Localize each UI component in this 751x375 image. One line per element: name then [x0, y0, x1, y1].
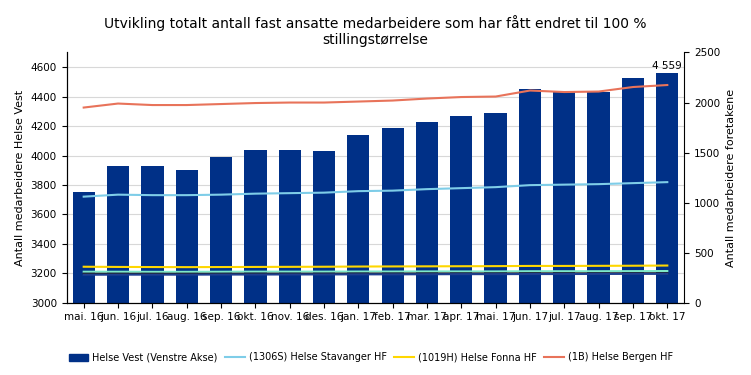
Bar — [622, 78, 644, 375]
Text: 4 559: 4 559 — [653, 61, 682, 71]
Bar — [107, 166, 129, 375]
Title: Utvikling totalt antall fast ansatte medarbeidere som har fått endret til 100 %
: Utvikling totalt antall fast ansatte med… — [104, 15, 647, 47]
Bar — [73, 192, 95, 375]
Bar — [313, 151, 335, 375]
Y-axis label: Antall medarbeidere foretakene: Antall medarbeidere foretakene — [726, 88, 736, 267]
Bar — [141, 166, 164, 375]
Bar — [176, 170, 198, 375]
Bar — [279, 150, 301, 375]
Legend: (804F) Helse Førde HF, (734A) Sjukehusapoteka Vest, (749K) Helse Vest IKT AS: (804F) Helse Førde HF, (734A) Sjukehusap… — [65, 373, 531, 375]
Bar — [416, 122, 438, 375]
Y-axis label: Antall medarbeidere Helse Vest: Antall medarbeidere Helse Vest — [15, 90, 25, 266]
Legend: Helse Vest (Venstre Akse), (1306S) Helse Stavanger HF, (1019H) Helse Fonna HF, (: Helse Vest (Venstre Akse), (1306S) Helse… — [65, 349, 677, 366]
Bar — [553, 92, 575, 375]
Bar — [519, 89, 541, 375]
Bar — [244, 150, 267, 375]
Bar — [484, 113, 507, 375]
Bar — [210, 157, 232, 375]
Bar — [656, 73, 678, 375]
Bar — [450, 116, 472, 375]
Bar — [587, 92, 610, 375]
Bar — [382, 128, 404, 375]
Bar — [347, 135, 369, 375]
